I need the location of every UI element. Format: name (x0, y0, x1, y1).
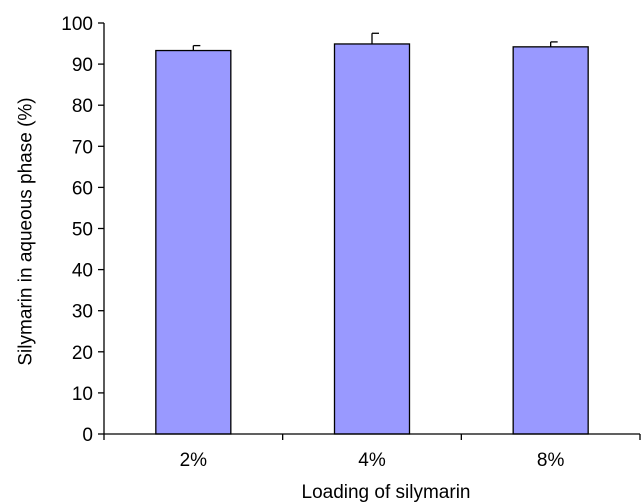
error-bars-layer (192, 32, 558, 51)
x-axis-ticks: 2% 4% 8% (103, 434, 641, 471)
y-tick-label: 50 (72, 220, 93, 241)
bars-layer (155, 43, 589, 435)
y-tick-label: 40 (72, 261, 93, 282)
bar-4% (333, 43, 411, 435)
y-tick-label: 70 (72, 137, 93, 158)
y-tick-label: 20 (72, 343, 93, 364)
y-tick-label: 60 (72, 178, 93, 199)
error-bar (550, 41, 558, 47)
y-tick-label: 80 (72, 96, 93, 117)
error-bar (192, 44, 201, 51)
y-axis-ticks: 0 10 20 30 40 50 60 70 80 90 100 (61, 14, 104, 446)
y-tick-label: 100 (61, 14, 93, 35)
bar-8% (512, 46, 589, 435)
y-tick-label: 10 (72, 384, 93, 405)
x-tick-label: 2% (180, 450, 208, 471)
y-tick-label: 30 (72, 302, 93, 323)
y-axis-title: Silymarin in aqueous phase (%) (16, 97, 37, 365)
y-tick-label: 0 (82, 425, 93, 446)
y-tick-label: 90 (72, 55, 93, 76)
bar-2% (155, 49, 232, 435)
error-bar (371, 32, 379, 44)
x-tick-label: 4% (358, 450, 386, 471)
x-axis-title: Loading of silymarin (302, 482, 471, 503)
x-tick-label: 8% (537, 450, 565, 471)
